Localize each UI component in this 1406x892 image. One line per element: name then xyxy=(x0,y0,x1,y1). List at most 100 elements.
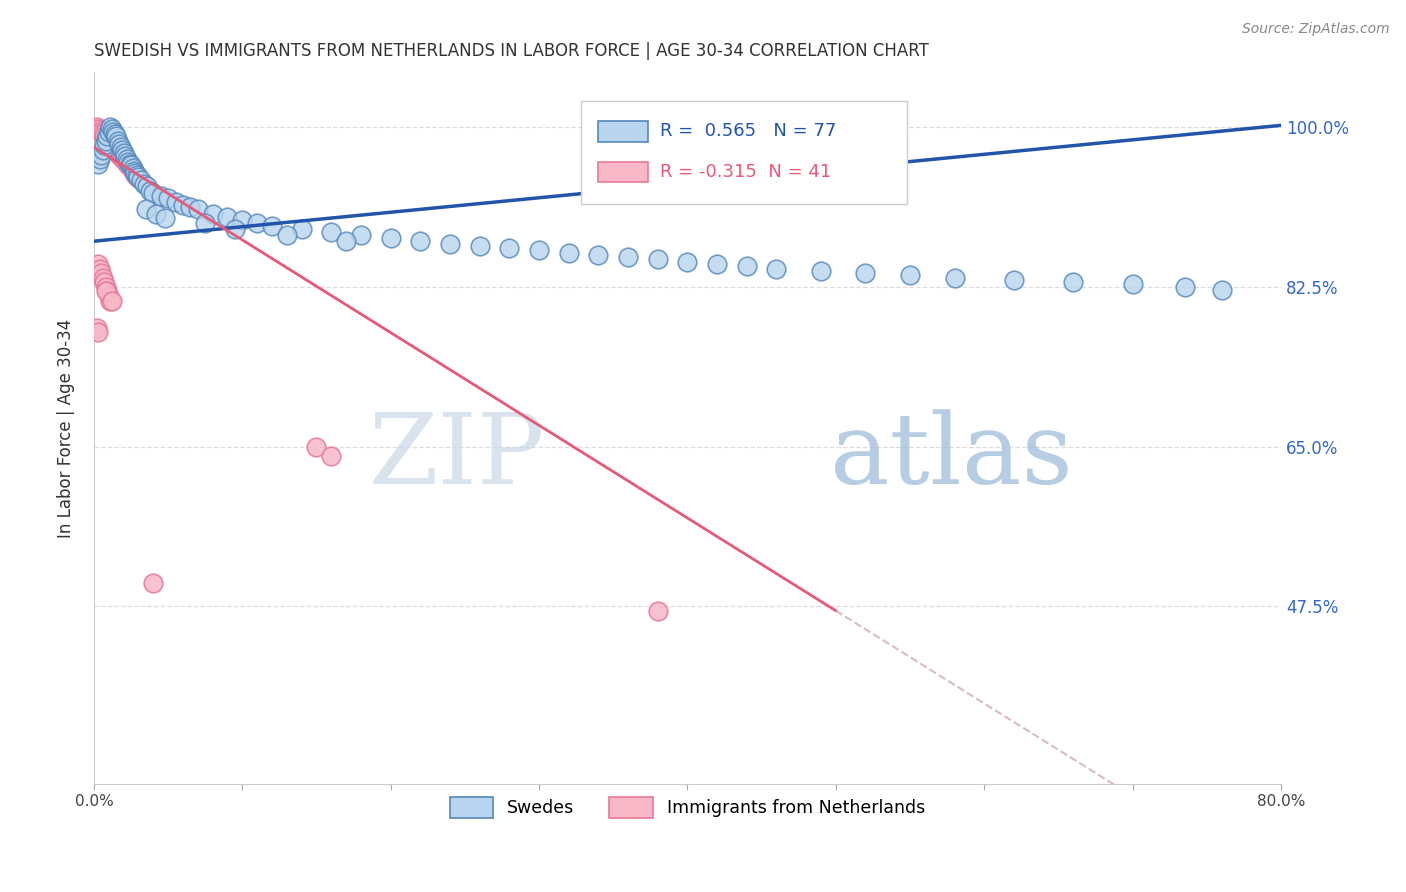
Point xyxy=(276,227,298,242)
Point xyxy=(89,261,111,276)
Point xyxy=(105,144,128,158)
Point xyxy=(142,576,165,591)
Point xyxy=(107,134,129,148)
Point xyxy=(91,143,114,157)
Point xyxy=(105,129,128,144)
Point xyxy=(558,246,581,260)
Point xyxy=(98,120,121,135)
Point xyxy=(98,136,121,151)
Point xyxy=(136,179,159,194)
Text: R = -0.315  N = 41: R = -0.315 N = 41 xyxy=(661,163,831,181)
Point xyxy=(145,207,167,221)
Point xyxy=(111,143,134,157)
Point xyxy=(103,140,125,154)
Point xyxy=(224,222,246,236)
Point xyxy=(127,170,149,185)
Point xyxy=(898,268,921,282)
Point xyxy=(321,225,343,239)
Point xyxy=(149,188,172,202)
Point xyxy=(194,216,217,230)
Y-axis label: In Labor Force | Age 30-34: In Labor Force | Age 30-34 xyxy=(58,318,75,538)
Point xyxy=(94,280,117,294)
Point xyxy=(111,151,134,165)
Point xyxy=(706,257,728,271)
Point xyxy=(1122,277,1144,291)
Point xyxy=(165,194,187,209)
Point xyxy=(121,164,143,178)
Point xyxy=(98,293,121,308)
Point xyxy=(810,264,832,278)
Point xyxy=(122,164,145,178)
Point xyxy=(153,211,176,226)
Point xyxy=(90,126,112,140)
Point xyxy=(647,604,669,618)
FancyBboxPatch shape xyxy=(581,101,907,204)
Text: SWEDISH VS IMMIGRANTS FROM NETHERLANDS IN LABOR FORCE | AGE 30-34 CORRELATION CH: SWEDISH VS IMMIGRANTS FROM NETHERLANDS I… xyxy=(94,42,929,60)
Point xyxy=(735,259,758,273)
Point xyxy=(468,239,491,253)
Point xyxy=(96,129,118,144)
Point xyxy=(87,257,110,271)
Point xyxy=(120,159,142,173)
Point xyxy=(93,129,115,144)
Point xyxy=(100,122,122,136)
Point xyxy=(100,293,122,308)
Point xyxy=(114,149,136,163)
Point xyxy=(93,138,115,153)
Point xyxy=(94,285,117,299)
Point xyxy=(142,186,165,200)
Point xyxy=(100,138,122,153)
Point xyxy=(94,131,117,145)
Point xyxy=(1002,273,1025,287)
Point xyxy=(103,125,125,139)
Text: R =  0.565   N = 77: R = 0.565 N = 77 xyxy=(661,122,837,141)
Point xyxy=(87,156,110,170)
Point xyxy=(104,128,127,142)
Point xyxy=(305,440,328,454)
Point xyxy=(134,177,156,191)
Point xyxy=(90,266,112,280)
Legend: Swedes, Immigrants from Netherlands: Swedes, Immigrants from Netherlands xyxy=(443,790,932,825)
Text: Source: ZipAtlas.com: Source: ZipAtlas.com xyxy=(1241,22,1389,37)
Point xyxy=(187,202,209,217)
Point xyxy=(87,326,110,340)
Point xyxy=(110,140,132,154)
Point xyxy=(1211,283,1233,297)
Point xyxy=(125,168,148,182)
Point xyxy=(91,270,114,285)
Point xyxy=(260,219,283,233)
Point xyxy=(97,135,120,149)
Point xyxy=(97,125,120,139)
Point xyxy=(321,449,343,463)
Point xyxy=(1173,280,1195,294)
Point xyxy=(87,122,110,136)
Point xyxy=(439,236,461,251)
Point xyxy=(139,184,162,198)
Point xyxy=(350,227,373,242)
Point xyxy=(409,234,432,248)
Point xyxy=(115,156,138,170)
Point xyxy=(108,147,131,161)
Point xyxy=(112,145,135,160)
Point xyxy=(1062,275,1084,289)
Point xyxy=(104,142,127,156)
Point xyxy=(124,166,146,180)
Point xyxy=(86,321,108,335)
Point xyxy=(124,168,146,182)
Point xyxy=(117,154,139,169)
Point xyxy=(121,161,143,176)
Point xyxy=(110,149,132,163)
Point xyxy=(617,250,640,264)
Point xyxy=(157,191,180,205)
Point xyxy=(179,201,201,215)
Point xyxy=(855,266,877,280)
Point xyxy=(97,289,120,303)
Point xyxy=(115,152,138,166)
Point xyxy=(89,152,111,166)
Text: ZIP: ZIP xyxy=(368,409,546,505)
Text: atlas: atlas xyxy=(830,409,1073,505)
Point xyxy=(118,156,141,170)
Point xyxy=(765,261,787,276)
Point xyxy=(135,202,157,217)
Point xyxy=(201,207,224,221)
